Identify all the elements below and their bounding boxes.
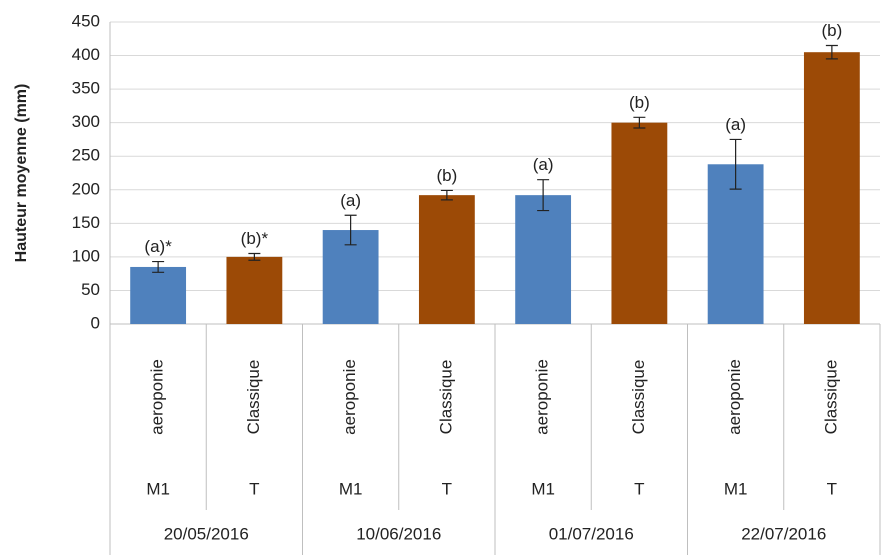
error-bar — [537, 179, 550, 212]
x-tick-label: Classique — [244, 360, 263, 435]
y-tick-label: 0 — [91, 313, 100, 332]
y-tick-label: 300 — [72, 112, 100, 131]
x-tick-label: Classique — [436, 360, 455, 435]
x-subcategory-label: M1 — [724, 479, 748, 498]
x-group-label: 20/05/2016 — [164, 524, 249, 543]
y-tick-label: 450 — [72, 11, 100, 30]
y-tick-label: 200 — [72, 179, 100, 198]
bar — [322, 230, 379, 324]
x-tick-label: Classique — [629, 360, 648, 435]
x-subcategory-label: M1 — [531, 479, 555, 498]
y-tick-label: 250 — [72, 146, 100, 165]
x-subcategory-label: T — [442, 479, 452, 498]
y-tick-label: 400 — [72, 45, 100, 64]
error-bar — [248, 252, 261, 261]
x-subcategory-label: T — [249, 479, 259, 498]
bar — [707, 164, 764, 324]
x-tick-label: aeroponie — [340, 359, 359, 435]
bar — [611, 122, 668, 325]
x-tick-label: aeroponie — [725, 359, 744, 435]
annotation: (b) — [629, 93, 650, 112]
x-group-label: 01/07/2016 — [549, 524, 634, 543]
bar — [130, 266, 187, 324]
x-group-label: 10/06/2016 — [356, 524, 441, 543]
annotation: (a)* — [144, 237, 172, 256]
x-subcategory-label: T — [634, 479, 644, 498]
annotation: (a) — [340, 191, 361, 210]
error-bar — [344, 214, 357, 246]
x-subcategory-label: M1 — [146, 479, 170, 498]
x-tick-label: Classique — [821, 360, 840, 435]
x-tick-label: aeroponie — [148, 359, 167, 435]
error-bar — [440, 189, 453, 201]
bar — [515, 195, 572, 324]
y-axis-label: Hauteur moyenne (mm) — [13, 84, 30, 263]
error-bar — [633, 116, 646, 129]
x-group-label: 22/07/2016 — [741, 524, 826, 543]
bar — [418, 195, 475, 324]
y-tick-label: 50 — [81, 280, 100, 299]
annotation: (b) — [821, 21, 842, 40]
y-tick-label: 350 — [72, 79, 100, 98]
annotation: (b) — [436, 166, 457, 185]
error-bar — [152, 260, 165, 273]
bar — [226, 256, 283, 324]
error-bar — [729, 138, 742, 190]
y-tick-label: 150 — [72, 213, 100, 232]
annotation: (a) — [533, 155, 554, 174]
annotation: (b)* — [241, 229, 269, 248]
bar — [803, 52, 860, 324]
error-bar — [825, 44, 838, 60]
y-tick-label: 100 — [72, 246, 100, 265]
x-tick-label: aeroponie — [533, 359, 552, 435]
x-subcategory-label: T — [827, 479, 837, 498]
x-subcategory-label: M1 — [339, 479, 363, 498]
annotation: (a) — [725, 115, 746, 134]
